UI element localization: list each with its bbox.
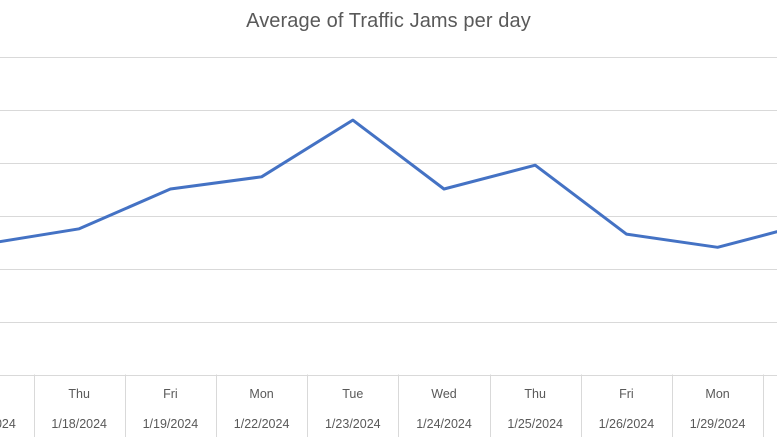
x-tick-day-label: Mon (705, 387, 729, 401)
x-tick-day-label: Fri (619, 387, 634, 401)
x-tick-date-label: 1/26/2024 (599, 417, 655, 431)
x-tick-date-label: 1/29/2024 (690, 417, 746, 431)
x-tick-date-label: 1/25/2024 (507, 417, 563, 431)
x-tick-date-label: 1/22/2024 (234, 417, 290, 431)
x-tick-date-label: 1/19/2024 (143, 417, 199, 431)
x-tick-day-label: Fri (163, 387, 178, 401)
x-tick-date-label: 1/24/2024 (416, 417, 472, 431)
x-tick-day-label: Tue (342, 387, 363, 401)
x-tick-date-label: 1/18/2024 (51, 417, 107, 431)
x-tick-day-label: Thu (68, 387, 90, 401)
x-tick-day-label: Wed (0, 387, 1, 401)
x-tick-date-label: 1/17/2024 (0, 417, 16, 431)
series-line (0, 118, 777, 249)
x-tick-day-label: Mon (249, 387, 273, 401)
chart-title: Average of Traffic Jams per day (246, 10, 531, 32)
x-tick-day-label: Thu (524, 387, 546, 401)
x-tick-day-label: Wed (431, 387, 457, 401)
x-tick-date-label: 1/23/2024 (325, 417, 381, 431)
